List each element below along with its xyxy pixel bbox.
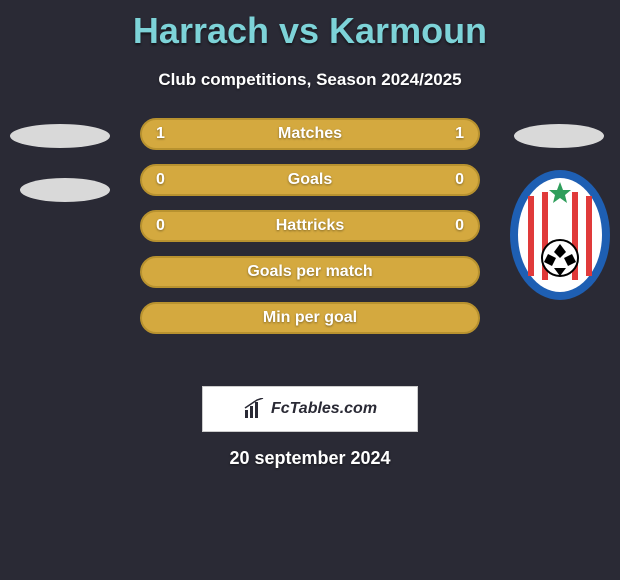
stats-area: 1 Matches 1 0 Goals 0 0 Hattricks 0 Goal…	[0, 118, 620, 378]
player-left-placeholder	[10, 118, 110, 202]
stat-label: Min per goal	[263, 309, 357, 327]
page-title: Harrach vs Karmoun	[0, 0, 620, 52]
player-right-area	[514, 118, 612, 307]
stat-left-value: 1	[156, 125, 165, 143]
stat-left-value: 0	[156, 217, 165, 235]
date-text: 20 september 2024	[0, 448, 620, 469]
club-badge-icon	[508, 168, 612, 302]
stat-row-goals-per-match: Goals per match	[140, 256, 480, 288]
stat-row-hattricks: 0 Hattricks 0	[140, 210, 480, 242]
stat-label: Goals per match	[247, 263, 372, 281]
stat-label: Matches	[278, 125, 342, 143]
chart-icon	[243, 398, 265, 420]
stat-label: Hattricks	[276, 217, 344, 235]
stat-right-value: 0	[455, 217, 464, 235]
stat-right-value: 0	[455, 171, 464, 189]
brand-text: FcTables.com	[271, 400, 377, 418]
stat-row-min-per-goal: Min per goal	[140, 302, 480, 334]
placeholder-ellipse	[514, 124, 604, 148]
stat-rows: 1 Matches 1 0 Goals 0 0 Hattricks 0 Goal…	[140, 118, 480, 334]
brand-box: FcTables.com	[202, 386, 418, 432]
stat-row-matches: 1 Matches 1	[140, 118, 480, 150]
stat-row-goals: 0 Goals 0	[140, 164, 480, 196]
stat-right-value: 1	[455, 125, 464, 143]
placeholder-ellipse	[10, 124, 110, 148]
stat-label: Goals	[288, 171, 332, 189]
subtitle: Club competitions, Season 2024/2025	[0, 70, 620, 90]
stat-left-value: 0	[156, 171, 165, 189]
placeholder-ellipse	[20, 178, 110, 202]
